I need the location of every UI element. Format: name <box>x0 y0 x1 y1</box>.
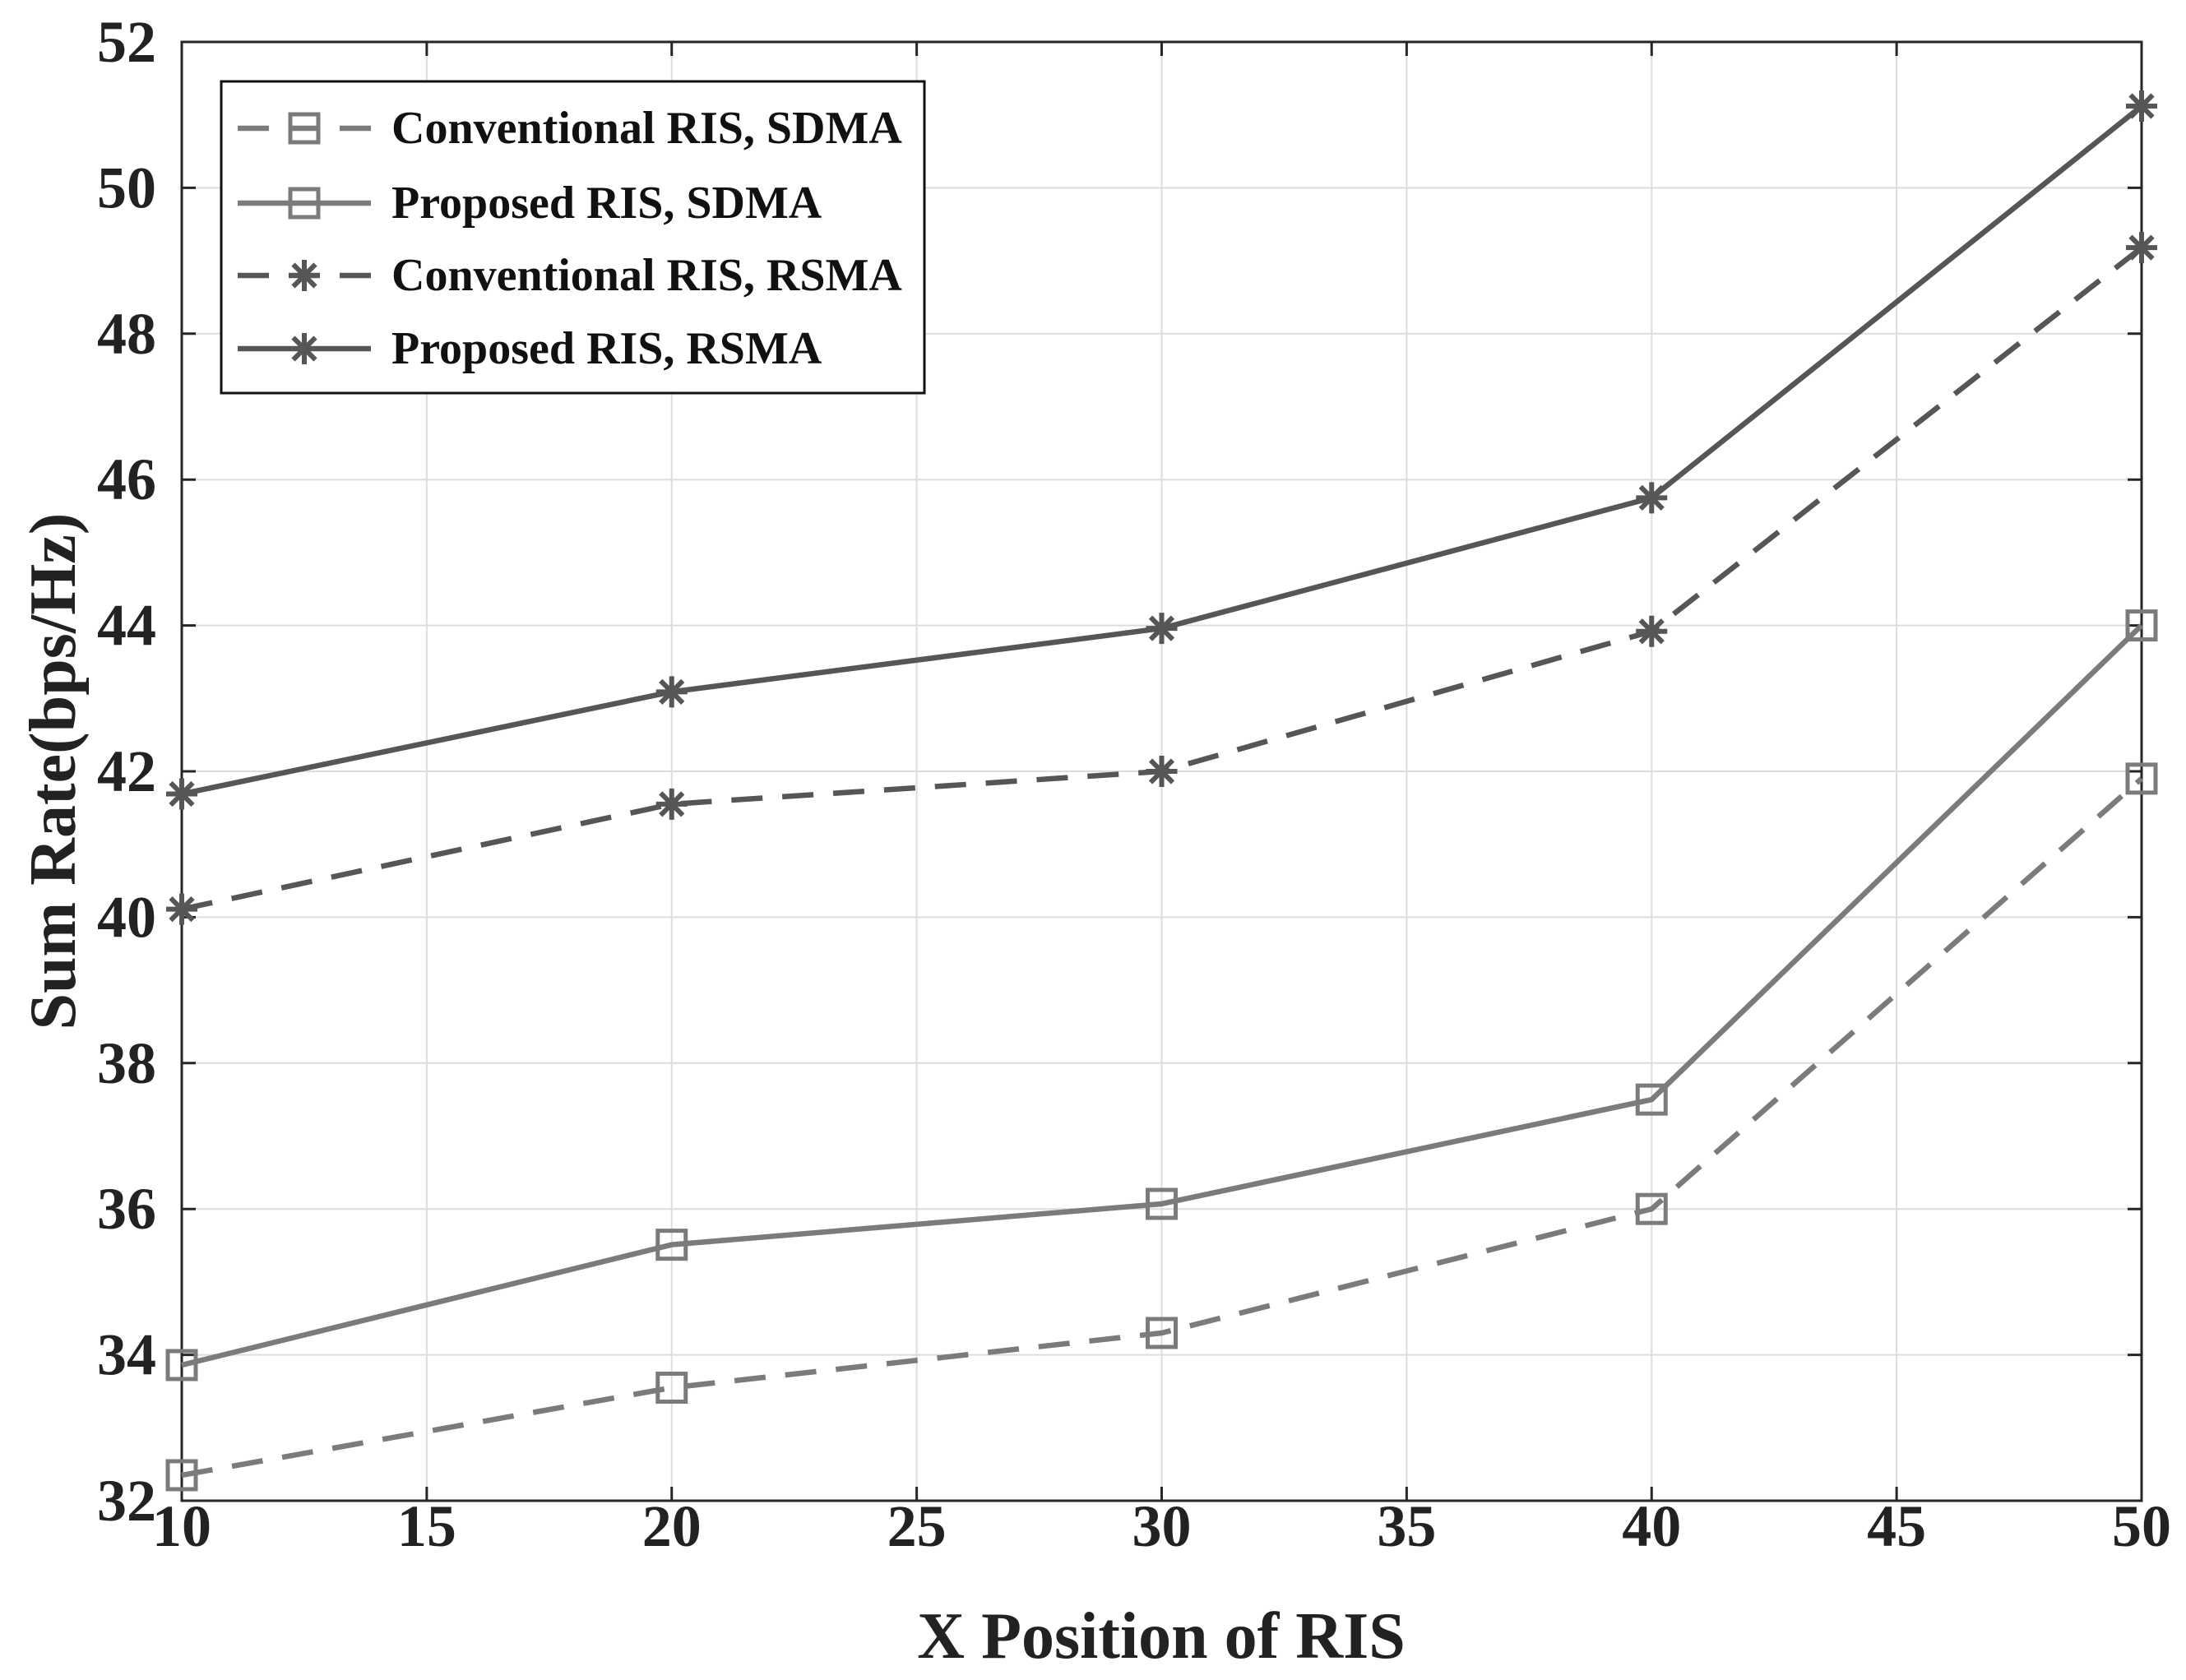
legend-entry-proposed-ris-sdma: Proposed RIS, SDMA <box>238 178 822 229</box>
data-point-proposed-ris-sdma <box>165 1349 198 1381</box>
data-point-proposed-ris-rsma <box>2126 90 2157 123</box>
legend-marker <box>289 333 320 364</box>
legend-label: Conventional RIS, SDMA <box>391 103 902 154</box>
y-tick-label: 38 <box>97 1030 156 1096</box>
x-tick-label: 35 <box>1377 1493 1436 1559</box>
x-tick-label: 40 <box>1622 1493 1681 1559</box>
data-point-conventional-ris-sdma <box>655 1372 688 1405</box>
axes: 10 15 20 25 30 35 40 45 50 32 34 36 38 40 42 44 46 48 50 52 <box>97 9 2171 1559</box>
data-point-conventional-ris-rsma <box>655 788 688 820</box>
data-point-proposed-ris-rsma <box>166 778 197 810</box>
series-proposed-ris-rsma <box>166 90 2157 810</box>
legend-label: Proposed RIS, SDMA <box>391 178 822 229</box>
legend-label: Conventional RIS, RSMA <box>391 250 902 301</box>
data-point-conventional-ris-rsma <box>166 893 197 925</box>
data-point-proposed-ris-sdma <box>655 1229 688 1261</box>
data-point-proposed-ris-sdma <box>1635 1083 1668 1116</box>
legend: Conventional RIS, SDMA Proposed RIS, SDMA… <box>220 80 926 395</box>
data-point-proposed-ris-rsma <box>1636 482 1668 514</box>
data-point-conventional-ris-rsma <box>2126 232 2157 264</box>
data-point-conventional-ris-sdma <box>1146 1317 1178 1349</box>
x-tick-label: 50 <box>2112 1493 2171 1559</box>
series-conventional-ris-rsma <box>166 232 2157 925</box>
x-tick-label: 20 <box>642 1493 702 1559</box>
y-tick-label: 32 <box>97 1468 156 1534</box>
x-axis-label: X Position of RIS <box>917 1600 1405 1673</box>
data-point-conventional-ris-sdma <box>165 1459 198 1492</box>
y-tick-label: 40 <box>97 884 156 950</box>
y-tick-label: 36 <box>97 1176 156 1242</box>
legend-label: Proposed RIS, RSMA <box>391 323 822 374</box>
legend-marker <box>288 187 321 220</box>
series <box>165 90 2158 1492</box>
legend-marker <box>288 112 321 145</box>
data-point-proposed-ris-sdma <box>2125 609 2158 642</box>
data-point-conventional-ris-rsma <box>1636 615 1668 647</box>
y-tick-label: 34 <box>97 1322 156 1388</box>
data-point-proposed-ris-sdma <box>1146 1187 1178 1220</box>
data-point-conventional-ris-sdma <box>1635 1192 1668 1225</box>
y-tick-label: 42 <box>97 738 156 804</box>
series-proposed-ris-sdma <box>165 609 2158 1381</box>
series-conventional-ris-sdma <box>165 762 2158 1492</box>
series-line-proposed-ris-sdma <box>181 623 2144 1368</box>
legend-entry-conventional-ris-rsma: Conventional RIS, RSMA <box>238 250 902 301</box>
y-tick-label: 46 <box>97 447 156 512</box>
grid <box>181 41 2142 1502</box>
legend-entry-proposed-ris-rsma: Proposed RIS, RSMA <box>238 323 822 374</box>
legend-entry-conventional-ris-sdma: Conventional RIS, SDMA <box>238 103 902 154</box>
x-tick-label: 15 <box>397 1493 456 1559</box>
x-tick-label: 25 <box>887 1493 947 1559</box>
legend-box <box>220 80 926 395</box>
x-tick-label: 10 <box>152 1493 211 1559</box>
x-tick-label: 45 <box>1867 1493 1926 1559</box>
y-tick-label: 52 <box>97 9 156 75</box>
data-point-proposed-ris-rsma <box>655 676 688 708</box>
x-tick-label: 30 <box>1132 1493 1192 1559</box>
y-tick-label: 50 <box>97 155 156 220</box>
series-line-conventional-ris-sdma <box>181 776 2144 1479</box>
y-tick-label: 48 <box>97 301 156 367</box>
y-tick-label: 44 <box>97 593 156 659</box>
legend-marker <box>289 260 320 291</box>
data-point-proposed-ris-rsma <box>1146 613 1178 645</box>
data-point-conventional-ris-rsma <box>1146 756 1178 787</box>
data-point-conventional-ris-sdma <box>2125 762 2158 795</box>
y-axis-label: Sum Rate(bps/Hz) <box>17 513 90 1030</box>
